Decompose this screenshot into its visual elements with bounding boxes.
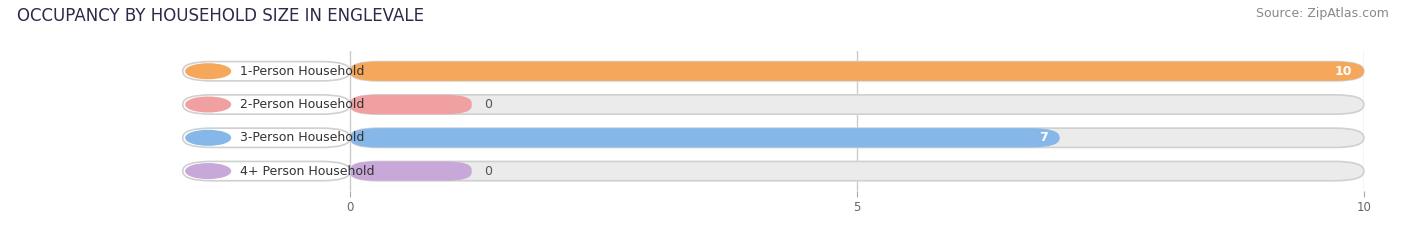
Text: 7: 7 (1039, 131, 1047, 144)
Text: 0: 0 (484, 98, 492, 111)
FancyBboxPatch shape (183, 95, 350, 114)
Circle shape (186, 64, 231, 79)
Text: Source: ZipAtlas.com: Source: ZipAtlas.com (1256, 7, 1389, 20)
Circle shape (186, 97, 231, 112)
Text: 4+ Person Household: 4+ Person Household (239, 164, 374, 178)
Text: 2-Person Household: 2-Person Household (239, 98, 364, 111)
FancyBboxPatch shape (350, 62, 1364, 81)
FancyBboxPatch shape (350, 95, 1364, 114)
Circle shape (186, 164, 231, 178)
FancyBboxPatch shape (350, 128, 1060, 147)
Circle shape (186, 130, 231, 145)
FancyBboxPatch shape (350, 128, 1364, 147)
FancyBboxPatch shape (350, 161, 1364, 181)
Text: 3-Person Household: 3-Person Household (239, 131, 364, 144)
FancyBboxPatch shape (350, 161, 471, 181)
Text: OCCUPANCY BY HOUSEHOLD SIZE IN ENGLEVALE: OCCUPANCY BY HOUSEHOLD SIZE IN ENGLEVALE (17, 7, 423, 25)
Text: 10: 10 (1334, 65, 1351, 78)
FancyBboxPatch shape (350, 95, 471, 114)
FancyBboxPatch shape (350, 62, 1364, 81)
FancyBboxPatch shape (183, 128, 350, 147)
FancyBboxPatch shape (183, 62, 350, 81)
Text: 0: 0 (484, 164, 492, 178)
FancyBboxPatch shape (183, 161, 350, 181)
Text: 1-Person Household: 1-Person Household (239, 65, 364, 78)
